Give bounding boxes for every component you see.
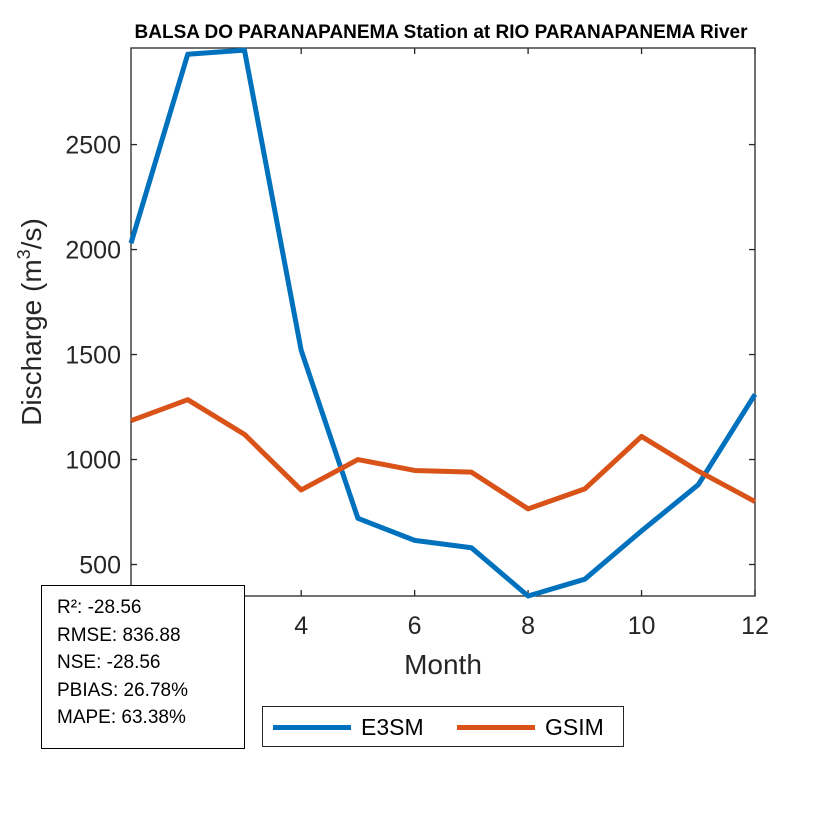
y-axis-label-sup: 3 <box>14 249 34 259</box>
y-tick-label: 1500 <box>65 342 121 370</box>
y-tick-label: 2000 <box>65 237 121 265</box>
y-tick-label: 2500 <box>65 132 121 160</box>
series-line-e3sm <box>128 47 758 599</box>
series-lines <box>128 47 758 599</box>
stat-mape: MAPE: 63.38% <box>57 707 186 728</box>
y-axis-label-base: Discharge (m <box>16 259 47 425</box>
x-axis-label: Month <box>404 649 482 680</box>
stat-rmse: RMSE: 836.88 <box>57 624 181 646</box>
y-axis-label: Discharge (m3/s) <box>14 218 47 426</box>
stat-pbias: PBIAS: 26.78% <box>57 679 188 701</box>
plot-area <box>130 47 756 597</box>
stat-r2: R²: -28.56 <box>57 597 142 618</box>
stat-nse: NSE: -28.56 <box>57 652 161 673</box>
legend-swatch-e3sm <box>273 725 351 730</box>
legend-item-e3sm: E3SM <box>273 707 424 748</box>
y-tick-label: 500 <box>79 552 121 580</box>
x-tick-label: 4 <box>294 612 308 640</box>
x-axis: 4 6 8 10 12 <box>294 48 769 640</box>
y-tick-label: 1000 <box>65 447 121 475</box>
legend-label-e3sm: E3SM <box>361 714 424 740</box>
y-axis: 500 1000 1500 2000 2500 <box>65 132 755 580</box>
x-tick-label: 8 <box>521 612 535 640</box>
legend: E3SM GSIM <box>262 706 624 747</box>
legend-item-gsim: GSIM <box>457 707 604 748</box>
legend-label-gsim: GSIM <box>545 714 604 740</box>
statistics-box: R²: -28.56 RMSE: 836.88 NSE: -28.56 PBIA… <box>41 585 245 749</box>
chart-title: BALSA DO PARANAPANEMA Station at RIO PAR… <box>135 22 749 43</box>
y-axis-label-tail: /s) <box>16 218 47 249</box>
x-tick-label: 6 <box>408 612 422 640</box>
x-tick-label: 10 <box>628 612 656 640</box>
legend-swatch-gsim <box>457 725 535 730</box>
series-line-gsim <box>130 397 757 512</box>
x-tick-label: 12 <box>741 612 769 640</box>
